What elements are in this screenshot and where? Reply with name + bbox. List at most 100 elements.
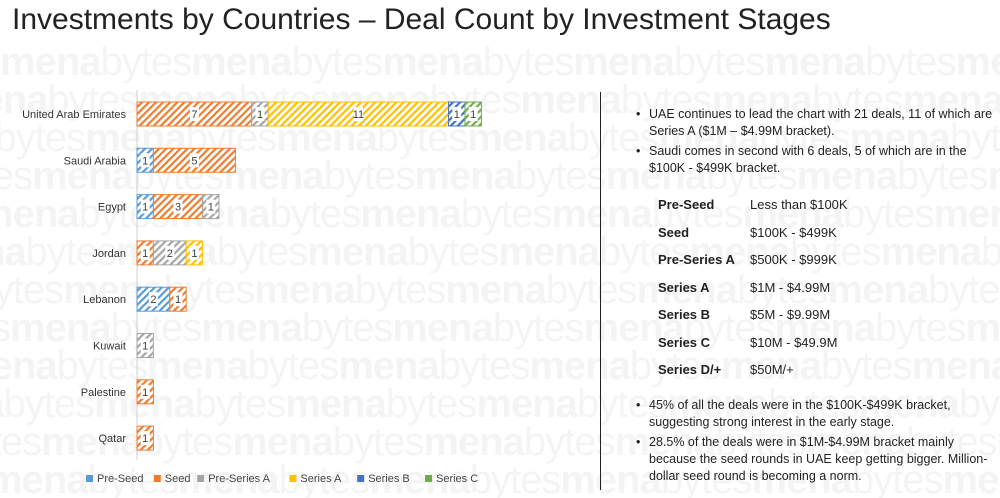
legend-label: Pre-Series A bbox=[208, 473, 270, 485]
bullet-text: Saudi comes in second with 6 deals, 5 of… bbox=[649, 144, 967, 175]
stage-row: Pre-Seed Less than $100K bbox=[658, 191, 848, 219]
stage-range: $10M - $49.9M bbox=[750, 334, 838, 350]
data-label: 1 bbox=[142, 248, 148, 260]
bar-chart: United Arab Emirates Saudi Arabia Egypt Jor… bbox=[22, 90, 482, 485]
data-label: 7 bbox=[191, 109, 197, 121]
data-label: 1 bbox=[175, 294, 181, 306]
data-label-bg bbox=[165, 245, 175, 260]
page-title: Investments by Countries – Deal Count by… bbox=[12, 3, 831, 36]
legend-swatch bbox=[197, 475, 205, 482]
legend-label: Pre-Seed bbox=[97, 473, 143, 485]
legend-swatch bbox=[357, 475, 365, 482]
category-tick-label: Saudi Arabia bbox=[64, 155, 127, 167]
data-label-bg bbox=[140, 431, 150, 446]
stage-name: Series D/+ bbox=[658, 362, 722, 378]
data-label-bg bbox=[206, 199, 216, 214]
data-label-bg bbox=[173, 292, 183, 307]
category-tick-label: Qatar bbox=[98, 433, 126, 445]
bullet-dot-icon: • bbox=[636, 434, 641, 449]
data-label: 1 bbox=[257, 109, 263, 121]
data-label: 1 bbox=[208, 202, 214, 214]
data-label: 3 bbox=[175, 202, 181, 214]
category-tick-label: Kuwait bbox=[93, 341, 126, 353]
data-label-bg bbox=[140, 245, 150, 260]
data-label: 11 bbox=[353, 109, 364, 121]
bullet-dot-icon: • bbox=[636, 144, 641, 158]
stage-row: Pre-Series A $500K - $999K bbox=[658, 246, 848, 274]
category-tick-label: Lebanon bbox=[83, 294, 126, 306]
legend-swatch bbox=[153, 475, 161, 482]
bar-group bbox=[136, 101, 482, 451]
category-tick-label: Palestine bbox=[81, 387, 126, 399]
stage-name: Series B bbox=[658, 307, 711, 323]
data-label: 1 bbox=[191, 248, 197, 260]
data-label-bg bbox=[140, 338, 150, 353]
bullet-item: • 45% of all the deals were in the $100K-… bbox=[636, 397, 998, 431]
data-label-bg bbox=[353, 107, 363, 121]
legend-label: Series A bbox=[300, 473, 342, 485]
legend-swatch bbox=[86, 475, 93, 482]
stage-range: $100K - $499K bbox=[750, 224, 837, 240]
bullet-list-bottom: • 45% of all the deals were in the $100K-… bbox=[636, 397, 998, 485]
watermark-row: menabytesmenabytesmenabytesmenabytesmena… bbox=[0, 40, 1000, 85]
stage-row: Series A $1M - $4.99M bbox=[658, 274, 848, 302]
stage-name: Series C bbox=[658, 334, 711, 350]
bullet-item: • UAE continues to lead the chart with 21… bbox=[636, 106, 998, 140]
data-label-bg bbox=[148, 292, 158, 307]
bullet-item: • Saudi comes in second with 6 deals, 5 o… bbox=[636, 143, 998, 177]
data-label-bg bbox=[140, 384, 150, 399]
bullet-dot-icon: • bbox=[636, 107, 641, 121]
legend-swatch bbox=[425, 475, 432, 482]
stage-range: $500K - $999K bbox=[750, 252, 837, 268]
data-label-bg bbox=[189, 153, 199, 168]
data-label-bg bbox=[140, 199, 150, 214]
data-label-bg bbox=[140, 153, 150, 168]
data-label: 1 bbox=[470, 109, 476, 121]
bullet-text: 28.5% of the deals were in $1M-$4.99M br… bbox=[649, 434, 988, 483]
data-label: 1 bbox=[142, 202, 148, 214]
stage-row: Seed $100K - $499K bbox=[658, 219, 848, 247]
legend-swatch bbox=[289, 475, 297, 482]
data-label: 5 bbox=[191, 155, 197, 167]
stage-range: Less than $100K bbox=[750, 197, 848, 213]
data-label-bg bbox=[189, 107, 199, 121]
data-label-bg bbox=[452, 107, 462, 121]
stage-row: Series B $5M - $9.99M bbox=[658, 301, 848, 329]
data-label: 1 bbox=[454, 109, 460, 121]
legend-label: Series C bbox=[436, 473, 478, 485]
category-tick-label: United Arab Emirates bbox=[22, 109, 126, 121]
stage-name: Series A bbox=[658, 279, 710, 295]
category-axis: United Arab Emirates Saudi Arabia Egypt Jor… bbox=[22, 90, 138, 461]
data-label: 2 bbox=[167, 248, 173, 260]
bullet-list-top: • UAE continues to lead the chart with 21… bbox=[636, 106, 998, 177]
data-label: 1 bbox=[142, 341, 148, 353]
stage-name: Seed bbox=[658, 224, 690, 240]
stage-row: Series C $10M - $49.9M bbox=[658, 329, 848, 357]
stage-range: $50M/+ bbox=[750, 362, 794, 378]
bullet-text: UAE continues to lead the chart with 21 … bbox=[649, 107, 993, 138]
bullet-item: • 28.5% of the deals were in $1M-$4.99M b… bbox=[636, 434, 998, 485]
data-label-bg bbox=[173, 199, 183, 214]
bullet-text: 45% of all the deals were in the $100K-$… bbox=[649, 397, 951, 429]
bullet-dot-icon: • bbox=[636, 397, 641, 412]
stage-range: $1M - $4.99M bbox=[750, 279, 831, 295]
chart-legend: Pre-Seed Seed Pre-Series A Series A Series B… bbox=[86, 473, 478, 485]
category-tick-label: Egypt bbox=[98, 202, 126, 214]
data-label: 1 bbox=[142, 433, 148, 445]
stage-row: Series D/+ $50M/+ bbox=[658, 356, 848, 384]
legend-label: Seed bbox=[165, 473, 191, 485]
data-label: 1 bbox=[142, 155, 148, 167]
stage-name: Pre-Seed bbox=[658, 197, 715, 213]
stage-name: Pre-Series A bbox=[658, 252, 735, 268]
data-label-bg bbox=[189, 245, 199, 260]
stage-range: $5M - $9.99M bbox=[750, 307, 831, 323]
commentary-panel: • UAE continues to lead the chart with 21… bbox=[636, 106, 998, 488]
data-label: 1 bbox=[142, 387, 148, 399]
legend-label: Series B bbox=[368, 473, 410, 485]
data-label: 2 bbox=[150, 294, 156, 306]
data-label-bg bbox=[255, 107, 265, 121]
data-label-bg bbox=[468, 107, 478, 121]
category-tick-label: Jordan bbox=[92, 248, 126, 260]
stage-bracket-table: Pre-Seed Less than $100K Seed $100K - $499K… bbox=[658, 191, 848, 384]
